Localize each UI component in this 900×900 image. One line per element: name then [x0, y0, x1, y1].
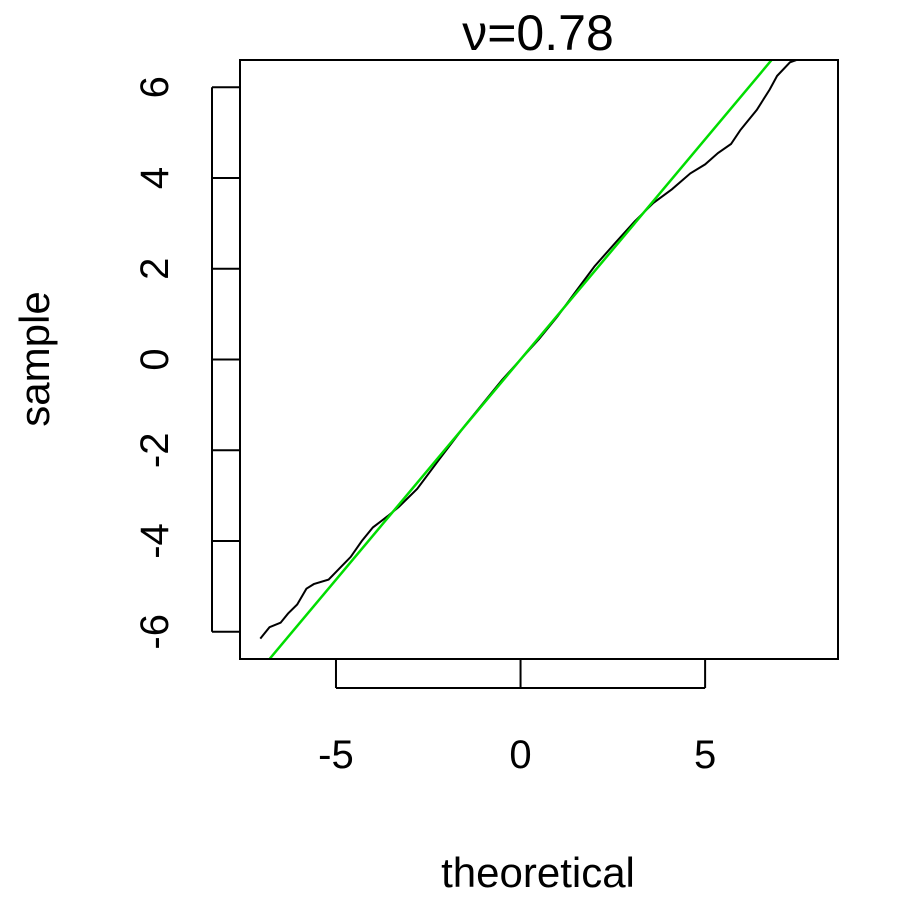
- x-tick-label: 0: [509, 733, 531, 777]
- x-tick-label: -5: [318, 733, 354, 777]
- x-axis: -5 0 5: [318, 660, 716, 777]
- y-tick-label: 0: [133, 348, 177, 370]
- y-tick-label: 2: [133, 258, 177, 280]
- y-tick-label: -6: [133, 614, 177, 650]
- y-tick-label: -4: [133, 523, 177, 559]
- x-axis-title: theoretical: [441, 849, 635, 896]
- reference-line: [268, 60, 773, 659]
- y-axis: -6 -4 -2 0 2 4 6: [133, 76, 240, 650]
- chart-title: ν=0.78: [462, 5, 614, 61]
- y-axis-title: sample: [11, 291, 58, 426]
- y-tick-label: 6: [133, 76, 177, 98]
- x-tick-label: 5: [694, 733, 716, 777]
- y-tick-label: -2: [133, 433, 177, 469]
- y-tick-label: 4: [133, 167, 177, 189]
- plot-marks: [259, 60, 800, 659]
- plot-frame: [239, 59, 839, 660]
